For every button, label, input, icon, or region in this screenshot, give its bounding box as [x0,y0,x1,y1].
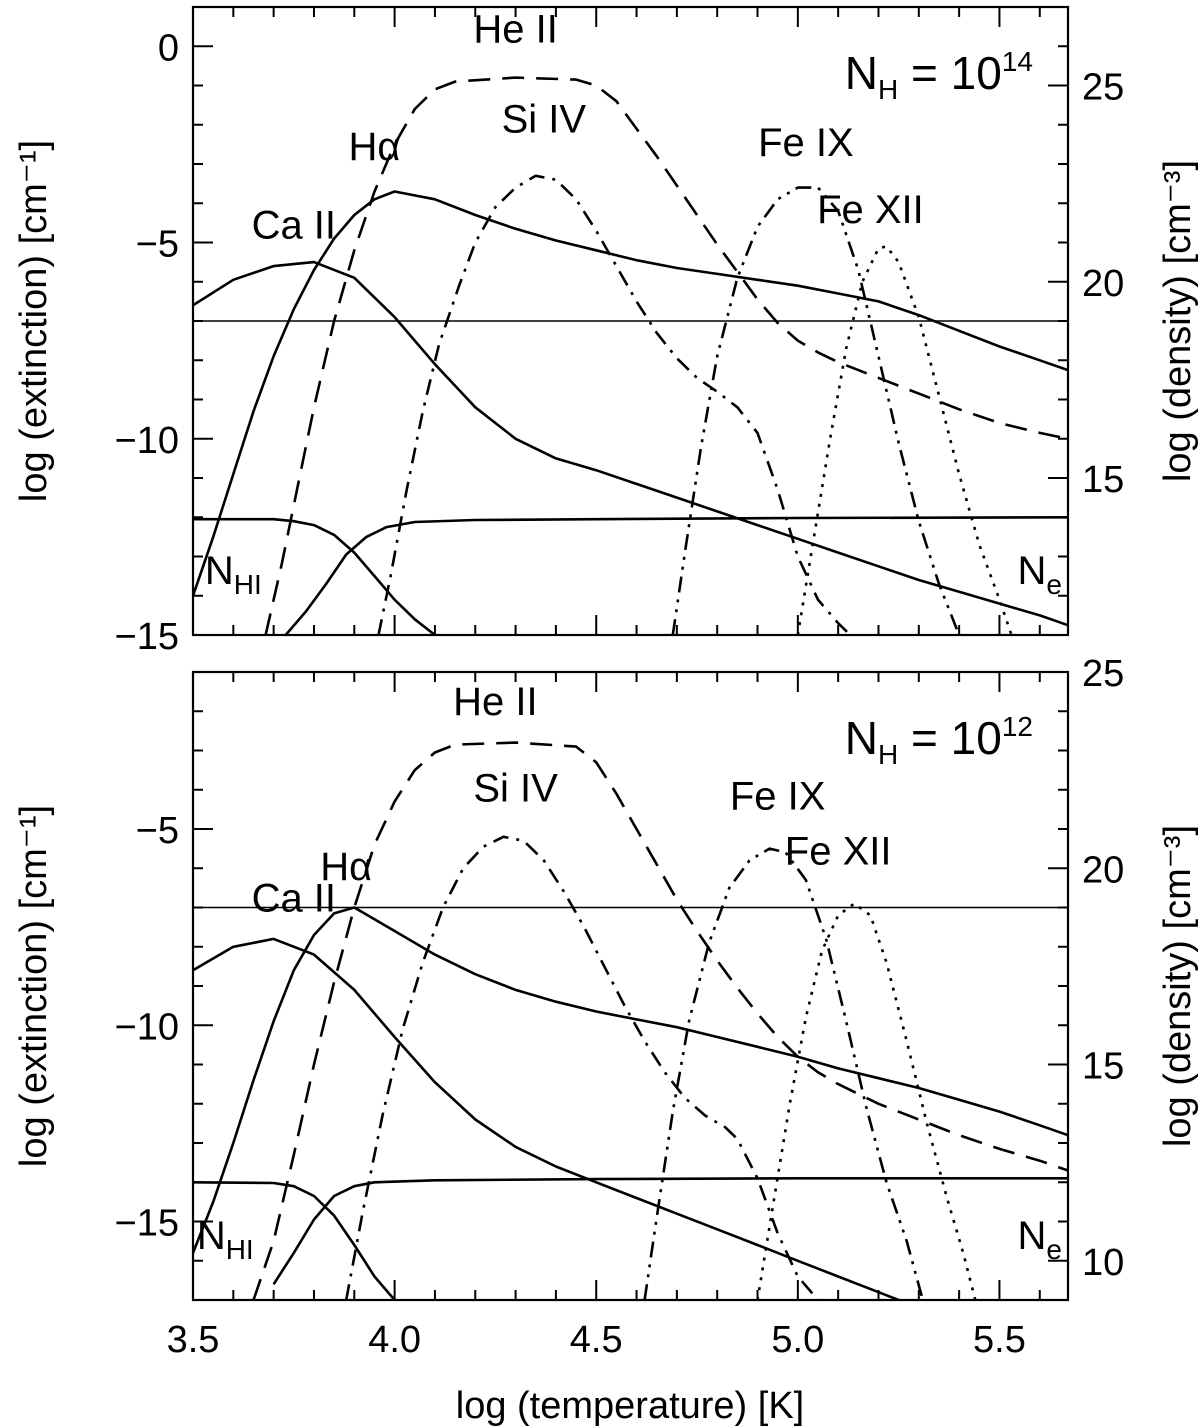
bottom-series-h- [193,906,1068,1254]
bottom-y-right-axis-label: log (density) [cm⁻³] [1157,825,1199,1147]
bottom-series-si-iv [344,835,819,1300]
bottom-x-tick-label: 4.5 [570,1319,623,1361]
bottom-y-right-tick-label: 20 [1082,849,1124,891]
bottom-x-tick-label: 5.0 [771,1319,824,1361]
bottom-label-n-hi: NHI [197,1214,254,1265]
top-y-right-tick-label: 25 [1082,67,1124,109]
bottom-nh-annotation: NH = 1012 [845,711,1033,770]
bottom-label-h-: Hα [320,845,372,889]
top-label-n-e: Ne [1018,549,1062,600]
top-series-fe-xii [796,245,1013,635]
top-series-ca-ii [193,260,1068,627]
top-series-n-hi [193,517,436,635]
bottom-y-right-tick-label: 25 [1082,653,1124,695]
bottom-label-fe-xii: Fe XII [785,829,892,873]
bottom-x-tick-label: 3.5 [167,1319,220,1361]
bottom-label-ca-ii: Ca II [252,876,336,920]
bottom-series-n-e [272,1177,1068,1286]
bottom-label-he-ii: He II [453,680,537,724]
bottom-series-fe-ix [643,847,925,1300]
top-series-si-iv [377,174,852,635]
bottom-series-fe-xii [756,902,977,1300]
top-y-right-tick-label: 15 [1082,459,1124,501]
top-series-he-ii [264,76,1068,635]
top-y-tick-label: 0 [158,27,179,69]
bottom-label-n-e: Ne [1018,1214,1062,1265]
bottom-y-tick-label: −10 [115,1006,179,1048]
top-y-tick-label: −5 [136,224,179,266]
bottom-label-si-iv: Si IV [473,767,558,811]
bottom-x-tick-label: 5.5 [973,1319,1026,1361]
top-label-he-ii: He II [473,7,557,51]
top-y-right-tick-label: 20 [1082,263,1124,305]
top-label-fe-xii: Fe XII [817,188,924,232]
bottom-y-right-tick-label: 10 [1082,1242,1124,1284]
top-series-fe-ix [671,186,961,635]
bottom-series-ca-ii [193,937,900,1300]
top-label-h-: Hα [348,125,400,169]
panel-bottom: 3.5 4.0 4.5 5.0 5.5 −5 −10 −15 25 20 15 10 log (exti… [13,653,1199,1361]
bottom-curves [193,741,1068,1300]
top-series-n-e [284,516,1068,635]
top-label-n-hi: NHI [205,549,262,600]
top-nh-annotation: NH = 1014 [845,46,1033,105]
top-label-si-iv: Si IV [502,98,587,142]
top-y-right-axis-label: log (density) [cm⁻³] [1157,160,1199,482]
x-axis-label: log (temperature) [K] [456,1385,804,1427]
bottom-y-axis-label: log (extinction) [cm⁻¹] [13,805,55,1167]
bottom-y-tick-label: −15 [115,1203,179,1245]
top-y-tick-label: −10 [115,420,179,462]
top-y-tick-label: −15 [115,616,179,658]
bottom-y-right-tick-label: 15 [1082,1046,1124,1088]
bottom-label-fe-ix: Fe IX [730,774,826,818]
bottom-series-he-ii [252,741,1068,1300]
top-label-fe-ix: Fe IX [758,121,854,165]
bottom-y-tick-label: −5 [136,810,179,852]
top-series-h- [193,190,1068,597]
top-label-ca-ii: Ca II [252,204,336,248]
panel-top: 0 −5 −10 −15 25 20 15 log (extinction) [cm⁻¹] lo… [13,5,1199,658]
top-curves [193,76,1068,635]
bottom-x-tick-label: 4.0 [368,1319,421,1361]
top-y-axis-label: log (extinction) [cm⁻¹] [13,140,55,502]
